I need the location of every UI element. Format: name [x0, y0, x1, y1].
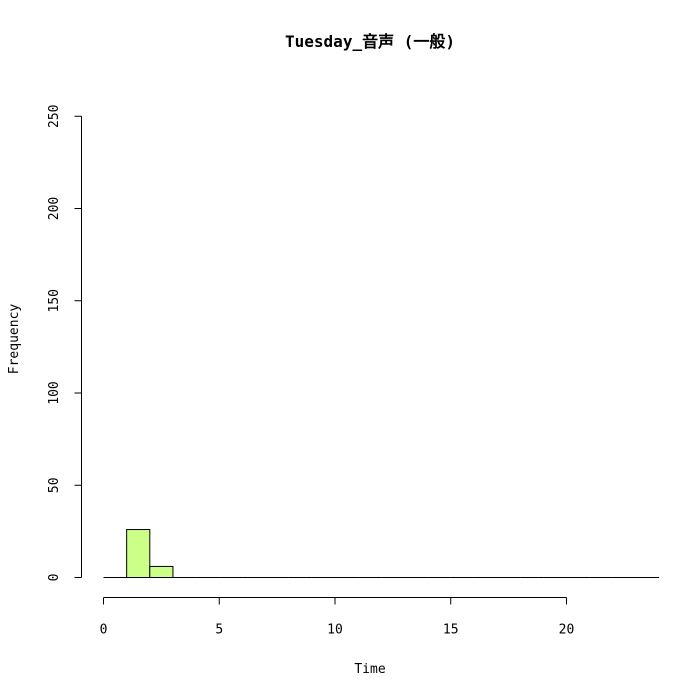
histogram-bar: [126, 529, 151, 579]
x-tick-label: 10: [327, 623, 343, 638]
chart-title: Tuesday_音声 (一般): [285, 32, 455, 51]
y-tick-label: 100: [47, 381, 62, 404]
y-tick-label: 0: [47, 574, 62, 582]
bars-group: [103, 529, 660, 579]
y-tick-label: 150: [47, 289, 62, 312]
x-axis: 0 5 10 15 20: [100, 597, 575, 638]
histogram-bar: [149, 565, 174, 578]
x-tick-label: 5: [215, 623, 223, 638]
x-tick-label: 15: [443, 623, 459, 638]
y-axis-label: Frequency: [7, 304, 22, 375]
y-tick-label: 250: [47, 105, 62, 128]
y-tick-label: 200: [47, 197, 62, 220]
y-axis: 0 50 100 150 200 250: [47, 105, 82, 582]
x-axis-label: Time: [354, 662, 385, 677]
y-tick-label: 50: [47, 477, 62, 493]
x-tick-label: 20: [559, 623, 575, 638]
x-tick-label: 0: [100, 623, 108, 638]
